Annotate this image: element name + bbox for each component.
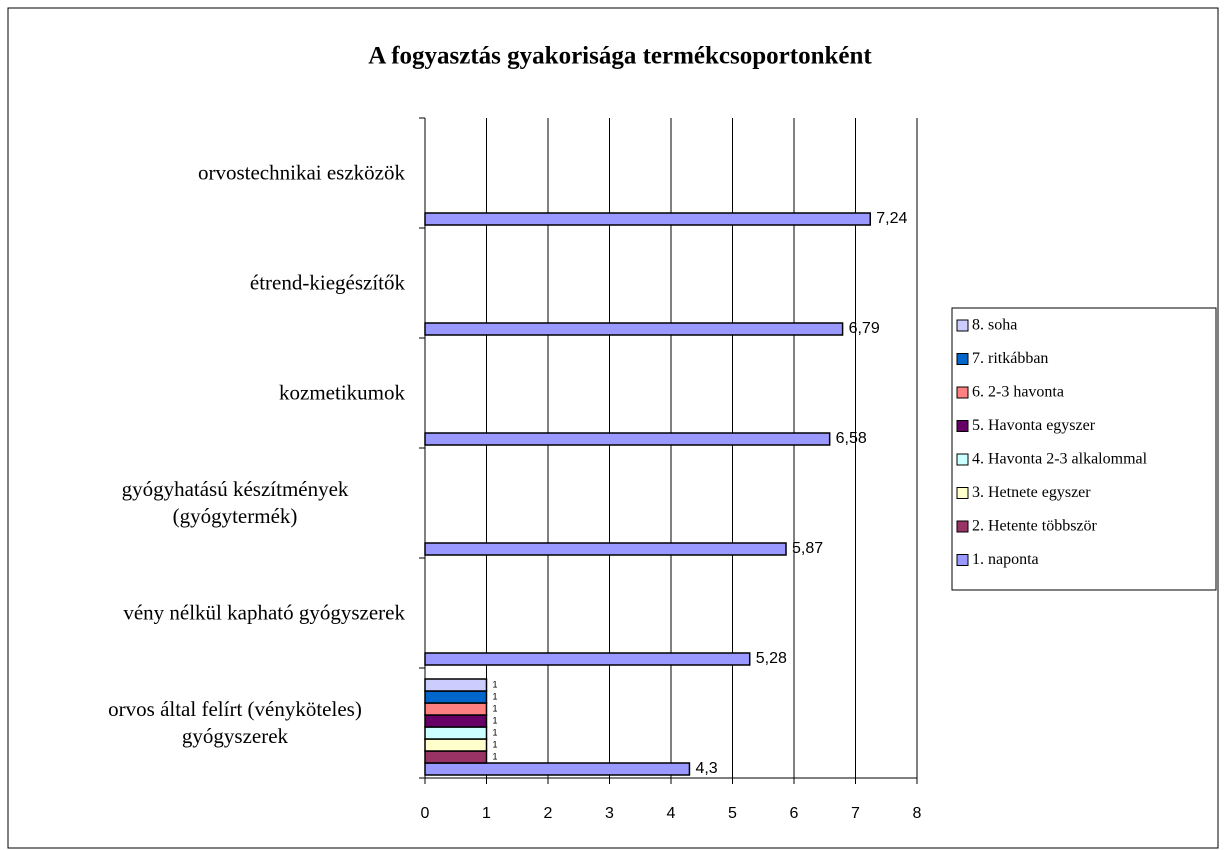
bar (424, 702, 488, 716)
data-label: 1 (493, 715, 498, 725)
data-label: 6,79 (849, 320, 880, 337)
y-tick-label: gyógyhatású készítmények (gyógytermék) (121, 477, 349, 528)
data-label: 1 (493, 739, 498, 749)
x-tick-label: 6 (790, 805, 799, 822)
legend-label: 2. Hetente többször (972, 518, 1098, 535)
x-tick-label: 3 (605, 805, 614, 822)
bar (424, 738, 488, 752)
data-label: 1 (493, 691, 498, 701)
data-label: 5,87 (792, 540, 823, 557)
legend-swatch (956, 520, 969, 533)
data-label: 1 (493, 751, 498, 761)
legend-label: 5. Havonta egyszer (972, 417, 1096, 434)
bar (424, 652, 751, 666)
legend-label: 4. Havonta 2-3 alkalommal (972, 451, 1148, 468)
legend-swatch (956, 353, 969, 365)
x-tick-label: 8 (913, 805, 922, 822)
x-tick-label: 1 (482, 805, 491, 822)
legend-label: 8. soha (972, 317, 1017, 334)
chart-title: A fogyasztás gyakorisága termékcsoporton… (368, 43, 872, 70)
data-label: 7,24 (876, 210, 907, 227)
legend-label: 3. Hetnete egyszer (972, 484, 1091, 501)
legend-swatch (956, 319, 969, 332)
bar (424, 726, 488, 740)
x-tick-label: 5 (728, 805, 737, 822)
bar (424, 212, 872, 226)
bar (424, 678, 488, 692)
bar (424, 750, 488, 764)
legend-label: 1. naponta (972, 551, 1039, 568)
legend-label: 6. 2-3 havonta (972, 384, 1064, 401)
legend-swatch (956, 386, 969, 399)
x-tick-label: 2 (544, 805, 553, 822)
legend-swatch (956, 453, 969, 466)
x-tick-label: 4 (667, 805, 676, 822)
data-label: 5,28 (756, 650, 787, 667)
y-tick-label: orvostechnikai eszközök (197, 160, 405, 185)
data-label: 1 (493, 703, 498, 713)
legend-swatch (956, 420, 969, 432)
y-tick-label: orvos által felírt (vényköteles) gyógysz… (108, 697, 362, 748)
y-tick-label: vény nélkül kapható gyógyszerek (123, 600, 405, 625)
data-label: 1 (493, 727, 498, 737)
y-tick-label: étrend-kiegészítők (249, 270, 405, 295)
data-label: 1 (493, 679, 498, 689)
legend-swatch (956, 487, 969, 499)
bar (424, 322, 844, 336)
x-tick-label: 0 (421, 805, 430, 822)
data-label: 6,58 (836, 430, 867, 447)
bar (424, 432, 831, 446)
x-tick-label: 7 (851, 805, 860, 822)
bar (424, 542, 787, 556)
legend-swatch (956, 554, 969, 566)
legend-box (951, 307, 1217, 591)
bar (424, 762, 691, 776)
legend-label: 7. ritkábban (972, 350, 1048, 367)
data-label: 4,3 (695, 760, 717, 777)
bar (424, 714, 488, 728)
bar (424, 690, 488, 704)
y-tick-label: kozmetikumok (279, 380, 405, 405)
